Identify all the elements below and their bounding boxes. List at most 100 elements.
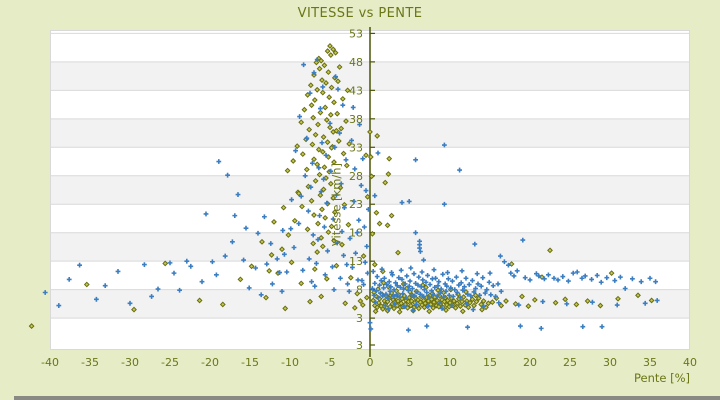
series-blue-point bbox=[427, 282, 433, 287]
series-blue-point bbox=[470, 278, 475, 283]
series-blue-point bbox=[551, 275, 557, 281]
series-blue-point bbox=[589, 276, 594, 282]
series-blue-point bbox=[440, 271, 446, 277]
series-blue-point bbox=[288, 226, 294, 232]
series-blue-point bbox=[279, 288, 285, 294]
series-blue-point bbox=[365, 270, 370, 276]
series-blue-point bbox=[246, 285, 252, 291]
series-olive-point bbox=[298, 280, 305, 287]
series-blue-point bbox=[102, 283, 108, 289]
series-blue-point bbox=[264, 261, 270, 267]
series-blue-point bbox=[323, 152, 329, 158]
series-blue-point bbox=[319, 140, 325, 146]
series-blue-point bbox=[420, 277, 426, 283]
series-olive-point bbox=[331, 237, 337, 244]
series-blue-point bbox=[386, 279, 392, 285]
series-olive-point bbox=[291, 217, 298, 224]
series-blue-point bbox=[446, 276, 451, 282]
series-blue-point bbox=[354, 230, 360, 236]
series-blue-point bbox=[432, 284, 438, 290]
series-olive-point bbox=[337, 184, 344, 191]
x-tick-label: 0 bbox=[367, 356, 374, 369]
series-blue-point bbox=[618, 274, 623, 280]
series-blue-point bbox=[444, 283, 450, 289]
series-blue-point bbox=[462, 284, 467, 290]
series-blue-point bbox=[361, 282, 366, 287]
series-blue-point bbox=[230, 239, 235, 245]
x-tick-label: 15 bbox=[483, 356, 497, 369]
series-blue-point bbox=[630, 276, 635, 282]
series-blue-point bbox=[350, 105, 356, 110]
series-olive-point bbox=[343, 162, 350, 169]
series-blue-point bbox=[536, 273, 542, 279]
series-blue-point bbox=[391, 287, 397, 293]
series-olive-point bbox=[374, 304, 381, 311]
series-olive-point bbox=[338, 125, 345, 132]
series-olive-point bbox=[325, 69, 332, 76]
series-olive-point bbox=[325, 229, 332, 236]
series-blue-point bbox=[352, 166, 358, 172]
series-blue-point bbox=[496, 300, 502, 306]
series-blue-point bbox=[410, 307, 416, 313]
series-blue-point bbox=[580, 324, 586, 330]
series-blue-point bbox=[277, 270, 282, 275]
series-blue-point bbox=[210, 259, 215, 265]
x-tick-label: 25 bbox=[563, 356, 577, 369]
series-blue-point bbox=[322, 224, 327, 230]
series-blue-point bbox=[382, 275, 387, 281]
series-olive-point bbox=[562, 296, 569, 303]
series-blue-point bbox=[486, 279, 492, 285]
series-olive-point bbox=[584, 298, 591, 304]
series-blue-point bbox=[566, 278, 571, 284]
series-olive-point bbox=[326, 94, 333, 101]
series-blue-point bbox=[498, 288, 504, 294]
series-blue-point bbox=[642, 300, 648, 306]
series-blue-point bbox=[416, 274, 422, 280]
series-blue-point bbox=[396, 275, 402, 281]
series-blue-point bbox=[214, 272, 219, 278]
series-blue-point bbox=[339, 229, 345, 234]
series-blue-point bbox=[443, 288, 449, 294]
series-blue-point bbox=[353, 250, 358, 256]
series-blue-point bbox=[390, 294, 396, 299]
x-tick-label: 35 bbox=[643, 356, 657, 369]
series-blue-point bbox=[612, 278, 618, 283]
y-tick-label: 48 bbox=[349, 56, 363, 69]
series-blue-point bbox=[570, 270, 576, 276]
series-blue-point bbox=[378, 278, 384, 283]
series-olive-point bbox=[285, 232, 292, 238]
series-blue-point bbox=[241, 257, 246, 263]
series-blue-point bbox=[414, 289, 420, 295]
series-blue-point bbox=[316, 165, 322, 171]
series-blue-point bbox=[149, 294, 154, 299]
series-blue-point bbox=[474, 271, 480, 277]
series-olive-point bbox=[346, 140, 353, 147]
series-blue-point bbox=[460, 287, 466, 293]
series-blue-point bbox=[493, 294, 498, 299]
series-blue-point bbox=[393, 280, 398, 286]
series-olive-point bbox=[83, 281, 90, 288]
series-blue-point bbox=[374, 288, 379, 294]
series-olive-point bbox=[308, 102, 315, 109]
series-blue-point bbox=[464, 301, 470, 307]
series-blue-point bbox=[438, 290, 443, 296]
series-blue-point bbox=[374, 274, 380, 279]
series-blue-point bbox=[638, 279, 644, 285]
series-olive-point bbox=[318, 293, 325, 300]
series-blue-point bbox=[355, 277, 361, 283]
series-blue-point bbox=[424, 323, 430, 329]
series-olive-point bbox=[323, 175, 329, 181]
series-blue-point bbox=[364, 243, 370, 249]
series-olive-point bbox=[648, 297, 655, 304]
series-blue-point bbox=[325, 248, 330, 254]
series-olive-point bbox=[306, 126, 313, 133]
series-olive-point bbox=[354, 290, 361, 297]
series-olive-point bbox=[28, 323, 35, 329]
series-olive-point bbox=[391, 305, 397, 312]
series-blue-point bbox=[406, 198, 412, 204]
series-olive-point bbox=[299, 151, 306, 158]
series-blue-point bbox=[564, 301, 570, 307]
series-olive-point bbox=[310, 114, 317, 121]
series-blue-point bbox=[358, 183, 364, 188]
series-blue-point bbox=[77, 262, 82, 268]
